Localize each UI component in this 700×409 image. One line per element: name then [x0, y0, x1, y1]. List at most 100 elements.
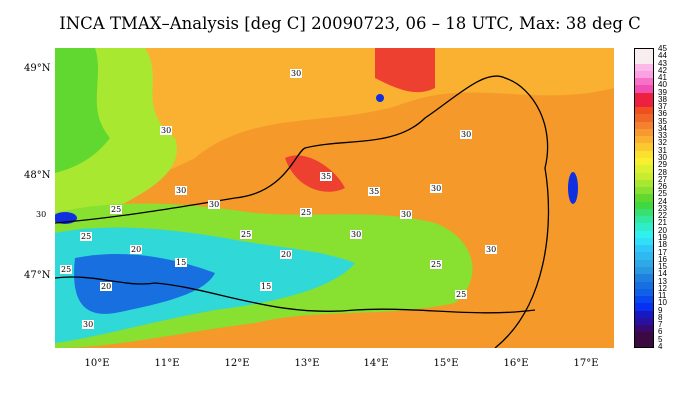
- colorbar-bin: [635, 252, 653, 260]
- colorbar-bin: [635, 208, 653, 217]
- north-warm-region: [55, 48, 614, 208]
- colorbar-bin: [635, 332, 653, 340]
- colorbar-label: 40: [658, 80, 667, 90]
- colorbar-label: 42: [658, 65, 667, 75]
- lat-label: 48°N: [24, 170, 51, 181]
- colorbar-label: 45: [658, 44, 667, 53]
- lon-label: 17°E: [573, 358, 599, 369]
- colorbar-label: 15: [658, 262, 667, 272]
- colorbar-label: 18: [658, 240, 667, 250]
- contour-label: 35: [368, 187, 381, 196]
- contour-label: 30: [430, 184, 443, 193]
- colorbar-bin: [635, 172, 653, 180]
- colorbar-label: 33: [658, 131, 667, 141]
- colorbar-bin: [635, 78, 653, 86]
- lon-label: 16°E: [503, 358, 529, 369]
- contour-label: 30: [208, 200, 221, 209]
- colorbar-label: 22: [658, 211, 667, 221]
- colorbar-label: 30: [658, 153, 667, 163]
- colorbar-bin: [635, 339, 653, 347]
- colorbar-bin: [635, 303, 653, 311]
- map-title: INCA TMAX–Analysis [deg C] 20090723, 06 …: [59, 14, 641, 33]
- lon-label: 10°E: [84, 358, 110, 369]
- country-border: [55, 75, 550, 348]
- colorbar-bin: [635, 85, 653, 93]
- contour-label: 30: [290, 69, 303, 78]
- colorbar-bin: [635, 259, 653, 267]
- colorbar-label: 17: [658, 247, 667, 257]
- colorbar-label: 16: [658, 254, 667, 264]
- colorbar-bin: [635, 187, 653, 195]
- contour-label: 30: [485, 245, 498, 254]
- colorbar-label: 10: [658, 298, 667, 308]
- colorbar-label: 43: [658, 58, 667, 68]
- contour-label: 25: [300, 208, 313, 217]
- contour-label: 35: [320, 172, 333, 181]
- contour-label: 30: [400, 210, 413, 219]
- colorbar-bin: [635, 92, 653, 100]
- lake: [376, 94, 384, 102]
- colorbar-label: 39: [658, 87, 667, 97]
- colorbar-bin: [635, 281, 653, 289]
- lat-label: 47°N: [24, 270, 51, 281]
- colorbar-label: 24: [658, 196, 667, 206]
- contour-label: 25: [110, 205, 123, 214]
- colorbar-bin: [635, 157, 653, 166]
- colorbar-bin: [635, 49, 653, 57]
- colorbar-bin: [635, 310, 653, 318]
- colorbar-bin: [635, 143, 653, 151]
- contour-label: 25: [80, 232, 93, 241]
- colorbar-label: 44: [658, 51, 667, 61]
- colorbar-bin: [635, 136, 653, 144]
- colorbar-bin: [635, 99, 653, 108]
- contour-label: 25: [430, 260, 443, 269]
- temperature-map: [55, 48, 614, 348]
- colorbar-label: 12: [658, 283, 667, 293]
- colorbar-bin: [635, 216, 653, 224]
- contour-label: 20: [100, 282, 113, 291]
- colorbar-label: 38: [658, 94, 667, 104]
- colorbar-bin: [635, 150, 653, 158]
- colorbar-label: 23: [658, 203, 667, 213]
- colorbar-label: 20: [658, 225, 667, 235]
- colorbar-bin: [635, 266, 653, 275]
- colorbar-bin: [635, 56, 653, 64]
- colorbar-label: 13: [658, 276, 667, 286]
- colorbar: [634, 48, 654, 348]
- colorbar-label: 7: [658, 320, 663, 330]
- colorbar-label: 8: [658, 312, 663, 322]
- contour-label: 15: [175, 258, 188, 267]
- lon-label: 13°E: [294, 358, 320, 369]
- contour-label: 25: [60, 265, 73, 274]
- colorbar-bin: [635, 107, 653, 115]
- contour-label: 30: [82, 320, 95, 329]
- colorbar-bin: [635, 201, 653, 209]
- colorbar-bin: [635, 237, 653, 246]
- colorbar-bin: [635, 223, 653, 231]
- colorbar-label: 4: [658, 342, 663, 351]
- lon-label: 11°E: [154, 358, 180, 369]
- colorbar-bin: [635, 274, 653, 282]
- colorbar-label: 14: [658, 269, 667, 279]
- contour-label: 30: [460, 130, 473, 139]
- contour-label: 15: [260, 282, 273, 291]
- colorbar-label: 34: [658, 123, 667, 133]
- colorbar-label: 28: [658, 167, 667, 177]
- colorbar-label: 19: [658, 232, 667, 242]
- colorbar-label: 9: [658, 305, 663, 315]
- colorbar-label: 21: [658, 218, 667, 228]
- colorbar-bin: [635, 317, 653, 326]
- colorbar-label: 29: [658, 160, 667, 170]
- west-green-region: [55, 48, 110, 173]
- colorbar-bin: [635, 179, 653, 188]
- country-border: [55, 276, 536, 314]
- colorbar-bin: [635, 288, 653, 297]
- contour-label: 20: [130, 245, 143, 254]
- lon-label: 12°E: [224, 358, 250, 369]
- colorbar-label: 11: [658, 291, 667, 301]
- colorbar-label: 31: [658, 145, 667, 155]
- lon-label: 15°E: [433, 358, 459, 369]
- colorbar-label: 32: [658, 138, 667, 148]
- colorbar-bin: [635, 121, 653, 129]
- lon-label: 14°E: [363, 358, 389, 369]
